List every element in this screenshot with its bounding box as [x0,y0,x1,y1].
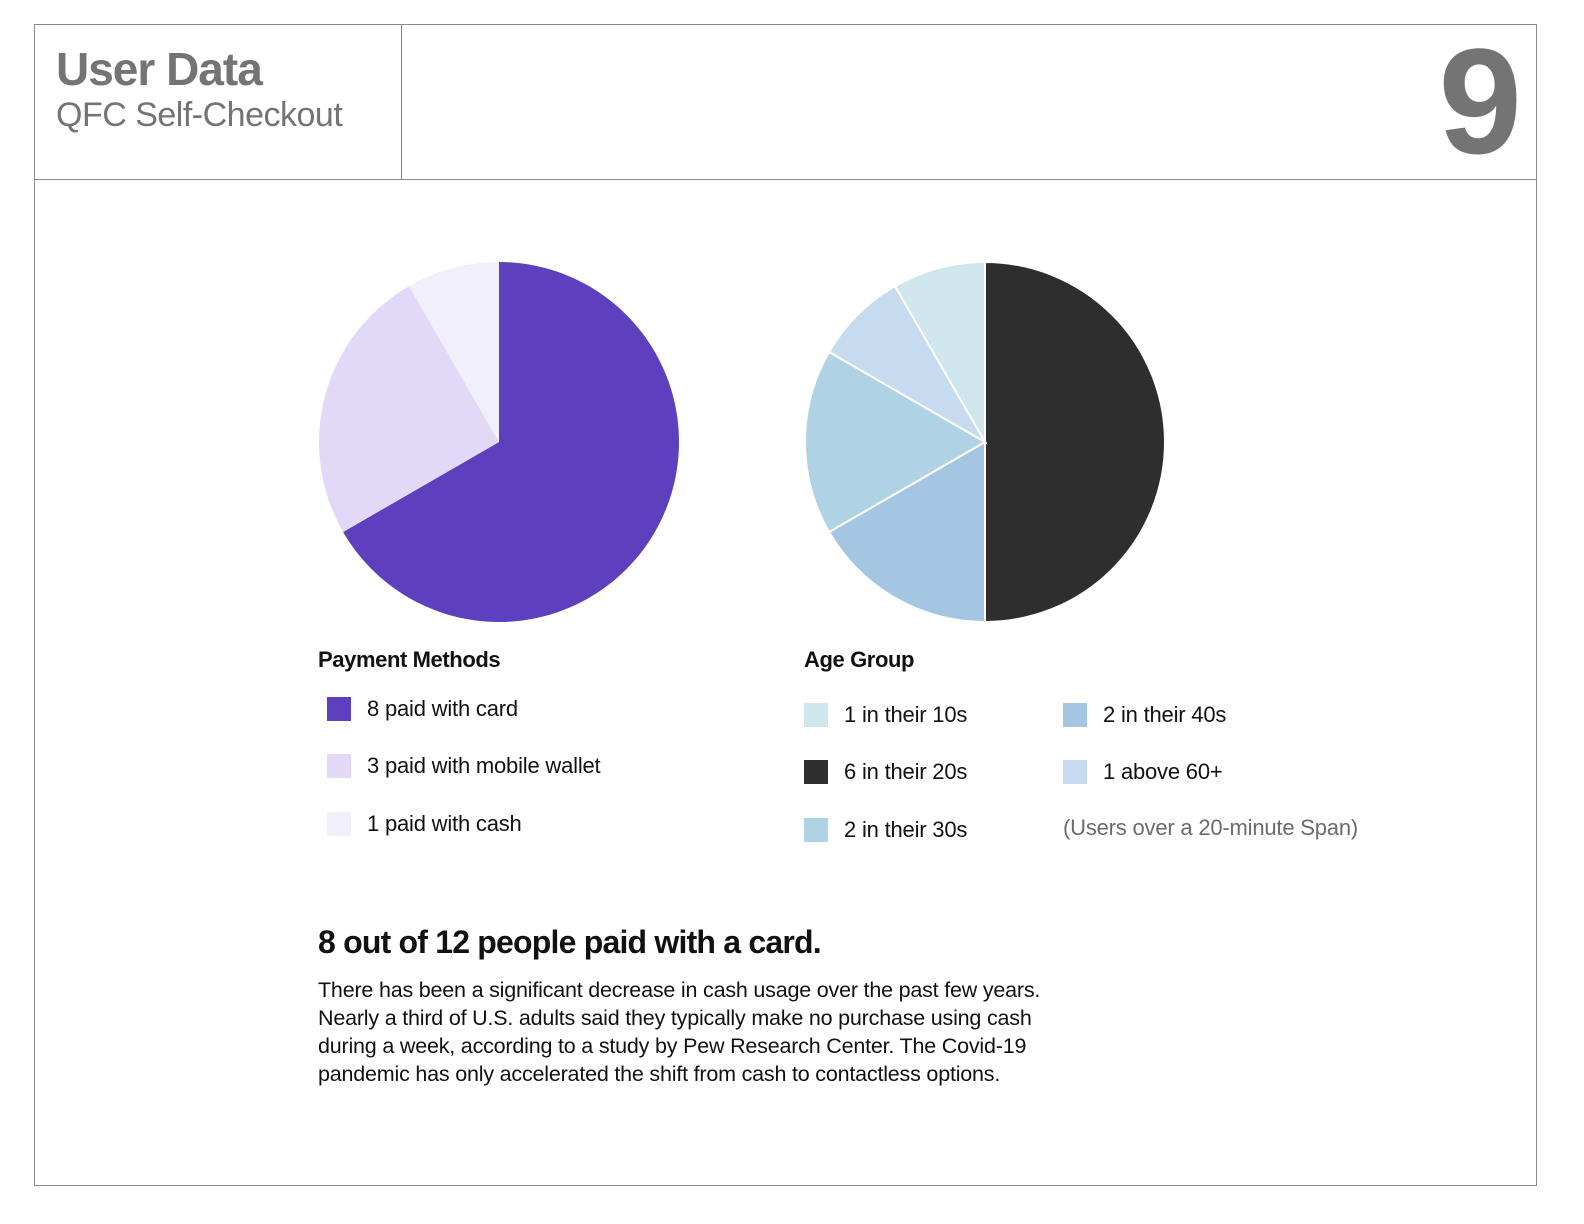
page-subtitle: QFC Self-Checkout [56,96,343,134]
legend-swatch-60-plus [1063,760,1087,784]
pie-slice-8-paid-with-card [343,262,679,622]
pie-slice-6-in-their-20s [984,260,1166,624]
legend-swatch-40s [1063,703,1087,727]
pie-slice-1-in-their-10s [893,260,986,446]
legend-swatch-card [327,697,351,721]
legend-label-card: 8 paid with card [367,696,518,721]
title-cell [34,24,402,180]
legend-label-10s: 1 in their 10s [844,702,968,727]
page-frame [34,24,1537,1186]
legend-swatch-10s [804,703,828,727]
legend-label-mobile-wallet: 3 paid with mobile wallet [367,753,601,778]
page-title: User Data [56,43,263,95]
age-group-note: (Users over a 20-minute Span) [1063,815,1358,840]
pie-slice-1-paid-with-cash [409,262,499,442]
legend-item-card: 8 paid with card [327,696,518,722]
pie-slice-2-in-their-30s [804,350,988,534]
legend-item-40s: 2 in their 40s [1063,702,1226,728]
summary-headline: 8 out of 12 people paid with a card. [318,924,822,960]
legend-label-60-plus: 1 above 60+ [1103,759,1223,784]
legend-item-10s: 1 in their 10s [804,702,967,728]
legend-item-20s: 6 in their 20s [804,759,967,785]
pie-slice-3-paid-with-mobile-wallet [319,286,499,532]
legend-swatch-20s [804,760,828,784]
header-bar [34,24,1537,180]
pie-slice-1-above-60 [827,284,988,445]
legend-label-cash: 1 paid with cash [367,811,522,836]
legend-swatch-mobile-wallet [327,754,351,778]
age-group-title: Age Group [804,647,915,672]
legend-label-30s: 2 in their 30s [844,817,968,842]
legend-item-30s: 2 in their 30s [804,817,967,843]
legend-swatch-cash [327,812,351,836]
payment-methods-pie-chart [319,262,679,622]
legend-item-60-plus: 1 above 60+ [1063,759,1223,785]
age-group-pie-chart [804,260,1166,624]
payment-methods-title: Payment Methods [318,647,501,672]
legend-label-40s: 2 in their 40s [1103,702,1227,727]
legend-item-mobile-wallet: 3 paid with mobile wallet [327,753,601,779]
summary-body: There has been a significant decrease in… [318,978,1041,1086]
pie-slice-2-in-their-40s [827,440,986,624]
legend-swatch-30s [804,818,828,842]
page-number: 9 [1438,17,1522,185]
legend-item-cash: 1 paid with cash [327,811,522,837]
legend-label-20s: 6 in their 20s [844,759,968,784]
